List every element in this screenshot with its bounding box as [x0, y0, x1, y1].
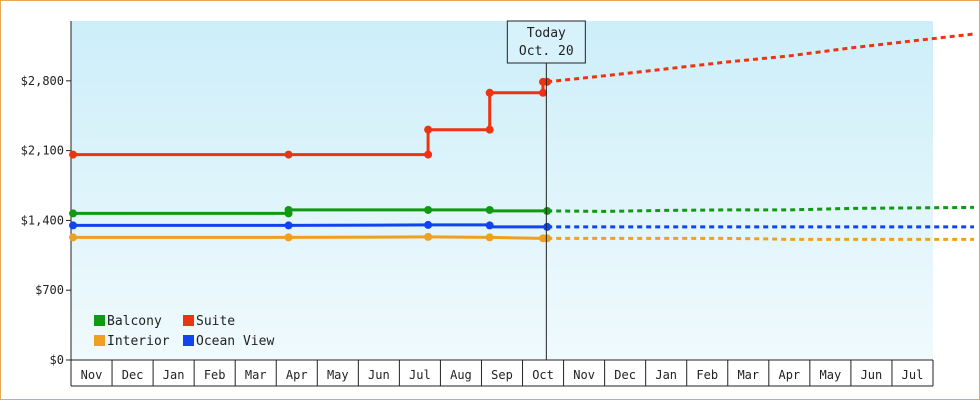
series-forecast-interior: [547, 236, 974, 241]
series-point-suite: [485, 125, 494, 134]
y-tick-label: $1,400: [21, 213, 64, 227]
y-tick-label: $700: [35, 283, 64, 297]
series-point-suite: [284, 150, 293, 159]
series-point-ocean-view: [284, 221, 293, 230]
x-tick-label: Feb: [696, 368, 718, 382]
y-tick-label: $0: [50, 353, 64, 367]
x-tick-label: Aug: [450, 368, 472, 382]
legend-swatch-interior: [94, 335, 105, 346]
legend-label-interior: Interior: [107, 334, 170, 349]
series-line-ocean-view: [73, 223, 548, 229]
today-date: Oct. 20: [519, 44, 574, 59]
series-point-balcony: [543, 206, 552, 215]
series-point-suite: [69, 150, 78, 159]
x-tick-label: Jun: [861, 368, 883, 382]
x-tick-label: Jul: [902, 368, 924, 382]
series-point-interior: [69, 233, 78, 242]
series-point-ocean-view: [69, 221, 78, 230]
legend-label-balcony: Balcony: [107, 314, 162, 329]
y-tick-label: $2,800: [21, 74, 64, 88]
x-tick-label: Jul: [409, 368, 431, 382]
x-tick-label: Feb: [204, 368, 226, 382]
series-point-suite: [485, 88, 494, 97]
series-point-suite: [539, 88, 548, 97]
x-tick-label: May: [820, 368, 842, 382]
series-point-balcony: [485, 205, 494, 214]
x-tick-label: Jun: [368, 368, 390, 382]
series-line-interior: [73, 235, 548, 240]
series-point-suite: [424, 125, 433, 134]
legend-label-suite: Suite: [196, 314, 235, 329]
x-tick-label: Mar: [245, 368, 267, 382]
x-tick-label: Dec: [614, 368, 636, 382]
x-tick-label: Oct: [532, 368, 554, 382]
x-tick-label: Nov: [81, 368, 103, 382]
x-tick-label: Jan: [655, 368, 677, 382]
series-point-balcony: [424, 205, 433, 214]
series-point-ocean-view: [543, 222, 552, 231]
series-point-ocean-view: [424, 220, 433, 229]
series-point-suite: [543, 77, 552, 86]
series-point-interior: [424, 232, 433, 241]
today-label: Today: [527, 26, 566, 41]
series-point-balcony: [69, 209, 78, 218]
x-tick-label: Apr: [778, 368, 800, 382]
x-tick-label: Jan: [163, 368, 185, 382]
plot-area: [71, 21, 933, 360]
x-tick-label: Apr: [286, 368, 308, 382]
y-tick-label: $2,100: [21, 144, 64, 158]
series-point-suite: [424, 150, 433, 159]
today-box: [506, 20, 586, 64]
series-forecast-balcony: [547, 205, 975, 213]
x-tick-label: May: [327, 368, 349, 382]
series-point-ocean-view: [485, 221, 494, 230]
series-point-balcony: [284, 205, 293, 214]
x-tick-label: Mar: [737, 368, 759, 382]
legend-swatch-suite: [183, 315, 194, 326]
x-tick-label: Nov: [573, 368, 595, 382]
legend-label-ocean-view: Ocean View: [196, 334, 274, 349]
legend-swatch-ocean-view: [183, 335, 194, 346]
legend-swatch-balcony: [94, 315, 105, 326]
series-point-interior: [485, 233, 494, 242]
x-tick-label: Dec: [122, 368, 144, 382]
series-point-interior: [284, 233, 293, 242]
x-tick-label: Sep: [491, 368, 513, 382]
series-point-interior: [543, 234, 552, 243]
